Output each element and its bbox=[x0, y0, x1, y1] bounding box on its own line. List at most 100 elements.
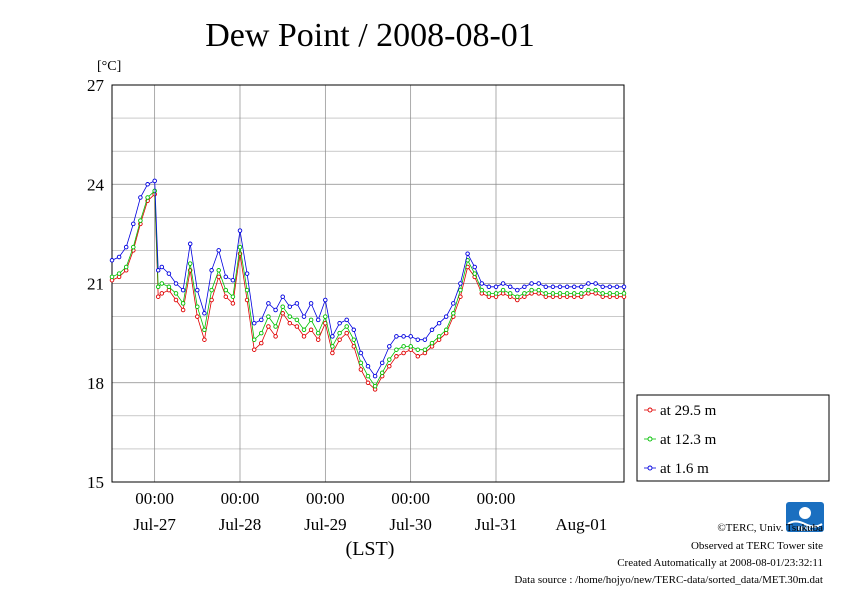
y-tick-label: 18 bbox=[87, 374, 104, 393]
data-point bbox=[394, 354, 399, 359]
data-point bbox=[145, 182, 150, 187]
data-point bbox=[621, 291, 627, 296]
series-1 bbox=[109, 188, 627, 389]
data-point bbox=[550, 284, 556, 290]
data-point bbox=[564, 291, 570, 296]
data-point bbox=[180, 307, 186, 313]
data-point bbox=[337, 337, 342, 342]
data-point bbox=[436, 334, 442, 339]
data-point bbox=[180, 287, 186, 293]
data-point bbox=[571, 284, 577, 290]
data-point bbox=[422, 347, 428, 352]
data-point bbox=[280, 311, 285, 316]
plot-frame bbox=[111, 84, 625, 483]
legend: at 29.5 m at 12.3 m at 1.6 m bbox=[636, 394, 830, 482]
legend-label: at 12.3 m bbox=[660, 432, 717, 448]
data-point bbox=[337, 320, 342, 326]
x-tick-time-label: 00:00 bbox=[221, 489, 260, 508]
x-tick-date-label: Jul-31 bbox=[475, 515, 518, 534]
data-point bbox=[529, 287, 534, 293]
data-point bbox=[315, 337, 321, 342]
data-point bbox=[173, 297, 179, 303]
legend-swatch-marker bbox=[647, 407, 653, 413]
data-point bbox=[230, 277, 236, 283]
data-point bbox=[543, 284, 549, 290]
data-point bbox=[138, 218, 143, 223]
data-point bbox=[408, 334, 413, 339]
data-point bbox=[401, 344, 406, 349]
data-point bbox=[379, 370, 385, 376]
legend-label: at 29.5 m bbox=[660, 403, 717, 419]
data-point bbox=[593, 281, 598, 286]
data-point bbox=[472, 271, 477, 276]
data-point bbox=[330, 344, 335, 349]
data-point bbox=[493, 284, 499, 290]
data-point bbox=[155, 294, 161, 299]
data-point bbox=[500, 281, 506, 286]
x-tick-date-label: Jul-30 bbox=[389, 515, 432, 534]
data-point bbox=[387, 357, 392, 362]
data-point bbox=[323, 297, 328, 303]
legend-label: at 1.6 m bbox=[660, 461, 709, 477]
data-point bbox=[131, 244, 136, 250]
data-point bbox=[251, 320, 257, 326]
drop-icon bbox=[799, 507, 811, 519]
data-point bbox=[330, 350, 335, 356]
data-point bbox=[216, 268, 221, 273]
logo-text: TERC bbox=[797, 527, 814, 533]
data-point bbox=[308, 301, 314, 306]
data-point bbox=[401, 334, 406, 339]
legend-box bbox=[636, 394, 830, 482]
data-point bbox=[273, 307, 278, 313]
data-point bbox=[287, 314, 293, 319]
data-point bbox=[621, 284, 627, 290]
data-point bbox=[116, 254, 122, 260]
data-point bbox=[522, 291, 527, 296]
data-point bbox=[415, 347, 421, 352]
data-point bbox=[557, 291, 563, 296]
data-point bbox=[586, 281, 591, 286]
legend-swatch-marker bbox=[647, 465, 653, 471]
data-point bbox=[202, 337, 207, 342]
data-point bbox=[429, 340, 435, 346]
data-point bbox=[451, 311, 456, 316]
data-point bbox=[479, 287, 485, 293]
data-point bbox=[187, 241, 193, 247]
wave-icon bbox=[787, 520, 823, 528]
data-point bbox=[195, 314, 200, 319]
data-point bbox=[515, 294, 520, 299]
data-point bbox=[123, 244, 129, 250]
data-point bbox=[614, 291, 620, 296]
data-point bbox=[259, 317, 264, 323]
y-tick-label: 24 bbox=[87, 175, 105, 194]
data-point bbox=[330, 334, 335, 339]
legend-swatch-marker bbox=[647, 436, 653, 442]
data-point bbox=[251, 347, 257, 352]
data-point bbox=[472, 264, 477, 270]
data-point bbox=[166, 271, 172, 276]
data-point bbox=[308, 317, 314, 323]
data-point bbox=[443, 327, 449, 333]
data-point bbox=[131, 221, 136, 227]
data-point bbox=[550, 291, 556, 296]
data-point bbox=[614, 284, 620, 290]
x-tick-time-label: 00:00 bbox=[135, 489, 174, 508]
data-point bbox=[138, 195, 143, 200]
data-point bbox=[522, 284, 527, 290]
data-point bbox=[557, 284, 563, 290]
data-point bbox=[223, 274, 229, 280]
data-point bbox=[536, 287, 541, 293]
data-point bbox=[358, 367, 364, 372]
data-point bbox=[436, 320, 442, 326]
x-tick-date-label: Jul-28 bbox=[219, 515, 262, 534]
data-point bbox=[287, 320, 293, 326]
data-point bbox=[159, 291, 165, 296]
data-point bbox=[109, 274, 115, 280]
data-point bbox=[266, 314, 271, 319]
data-point bbox=[223, 287, 229, 293]
observed-text: Observed at TERC Tower site bbox=[691, 540, 823, 552]
data-point bbox=[259, 340, 264, 346]
data-point bbox=[365, 363, 371, 369]
series-0 bbox=[109, 191, 627, 392]
